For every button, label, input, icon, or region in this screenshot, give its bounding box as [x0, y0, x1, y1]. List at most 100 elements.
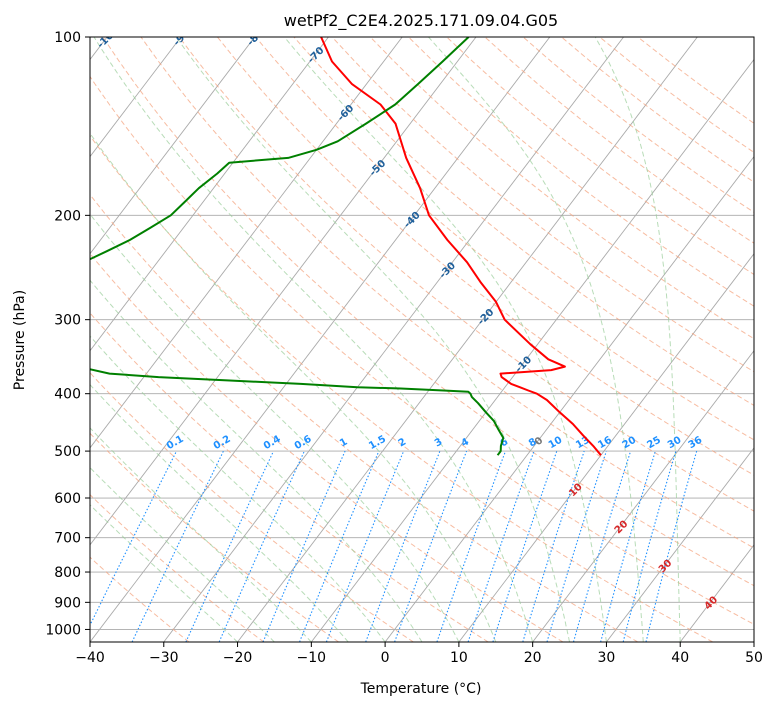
- y-tick-label: 500: [54, 444, 81, 460]
- moist-adiabat-30: [284, 37, 607, 642]
- mixing-ratio-line: [325, 450, 405, 642]
- dry-adiabat-110: [293, 37, 754, 407]
- moist-adiabat-10: [90, 213, 460, 642]
- mixing-ratio-label: 0.2: [212, 434, 233, 452]
- mixing-ratio-line: [522, 450, 585, 642]
- y-tick-label: 800: [54, 565, 81, 581]
- moist-adiabat--20: [90, 504, 238, 642]
- mixing-ratio-line: [546, 450, 607, 642]
- x-tick-label: −10: [297, 650, 327, 666]
- moist-adiabat--10: [90, 427, 312, 642]
- x-tick-label: −40: [75, 650, 105, 666]
- dry-adiabat-60: [102, 37, 754, 587]
- isotherm-10: [458, 252, 754, 642]
- y-tick-label: 100: [54, 30, 81, 46]
- y-axis-label: Pressure (hPa): [12, 290, 28, 390]
- mixing-ratio-label: 3: [433, 436, 445, 449]
- x-tick-label: 10: [450, 650, 468, 666]
- y-tick-label: 600: [54, 491, 81, 507]
- isotherm--70: [90, 37, 329, 352]
- dry-adiabat-70: [140, 37, 754, 549]
- dry-adiabat-120: [331, 37, 754, 373]
- x-axis-label: Temperature (°C): [360, 681, 482, 697]
- isotherm-20: [532, 350, 754, 642]
- dry-adiabat-20: [90, 252, 564, 642]
- moist-adiabat-25: [175, 37, 571, 642]
- moist-adiabat-0: [90, 335, 386, 642]
- dry-adiabat-0: [90, 372, 414, 642]
- isotherm-50: [753, 641, 754, 642]
- moist-adiabat--5: [90, 383, 349, 642]
- temperature-profile-line: [320, 37, 602, 456]
- mixing-ratio-line: [185, 450, 274, 642]
- y-tick-label: 400: [54, 387, 81, 403]
- isotherm-30: [606, 447, 754, 642]
- y-tick-label: 200: [54, 208, 81, 224]
- isotherm--40: [90, 37, 551, 642]
- mixing-ratio-line: [645, 450, 698, 642]
- y-tick-label: 300: [54, 313, 81, 329]
- grid-layer: [90, 37, 754, 642]
- mixing-ratio-line: [262, 450, 346, 642]
- x-tick-label: 20: [524, 650, 542, 666]
- mixing-ratio-label: 36: [687, 435, 705, 452]
- mixing-ratio-line: [436, 450, 507, 642]
- isotherm-label: -90: [172, 28, 193, 49]
- mixing-ratio-line: [218, 450, 305, 642]
- dry-adiabat--10: [90, 432, 339, 642]
- x-tick-label: 30: [598, 650, 616, 666]
- dry-adiabat-180: [561, 37, 754, 183]
- mixing-ratio-label: 0.4: [262, 434, 283, 452]
- x-tick-label: −30: [149, 650, 179, 666]
- x-tick-label: 40: [671, 650, 689, 666]
- mixing-ratio-line: [131, 450, 224, 642]
- mixing-ratio-line: [600, 450, 656, 642]
- moist-adiabat-15: [90, 132, 497, 642]
- mixing-ratio-label: 1: [338, 436, 350, 449]
- mixing-ratio-label: 2: [397, 436, 409, 449]
- y-tick-label: 700: [54, 531, 81, 547]
- mixing-ratio-line: [622, 450, 677, 642]
- mixing-ratio-label: 16: [596, 435, 614, 452]
- dry-adiabat-40: [90, 134, 713, 642]
- isotherm-label: -80: [245, 28, 266, 49]
- isotherm--20: [237, 37, 698, 642]
- mixing-ratio-label: 6: [498, 436, 510, 449]
- isotherm-label: -100: [95, 25, 121, 51]
- moist-adiabat-20: [93, 37, 534, 642]
- dry-adiabat--20: [90, 494, 265, 642]
- dry-adiabat-130: [369, 37, 754, 340]
- dry-adiabat-170: [522, 37, 754, 213]
- x-tick-label: 0: [381, 650, 390, 666]
- isotherm--80: [90, 37, 256, 255]
- chart-title: wetPf2_C2E4.2025.171.09.04.G05: [284, 11, 558, 31]
- moist-adiabat-5: [90, 279, 423, 642]
- plot-frame: [89, 36, 755, 643]
- isotherm-40: [679, 544, 754, 642]
- mixing-ratio-label: 10: [547, 435, 565, 452]
- moist-adiabat-35: [428, 37, 644, 642]
- mixing-ratio-line: [394, 450, 468, 642]
- x-tick-label: −20: [223, 650, 253, 666]
- dry-adiabat-150: [446, 37, 754, 276]
- dry-adiabat-30: [90, 193, 639, 642]
- dry-adiabat--30: [90, 556, 190, 642]
- x-tick-label: 50: [745, 650, 763, 666]
- isotherm--50: [90, 37, 477, 546]
- profile-lines: [90, 37, 602, 456]
- mixing-ratio-label: 4: [460, 436, 472, 449]
- mixing-ratio-line: [299, 450, 380, 642]
- mixing-ratio-label: 0.1: [165, 434, 186, 452]
- isotherm--30: [163, 37, 624, 642]
- isotherm--90: [90, 37, 182, 158]
- mixing-ratio-line: [492, 450, 558, 642]
- mixing-ratio-line: [365, 450, 441, 642]
- mixing-ratio-line: [467, 450, 535, 642]
- y-tick-label: 1000: [45, 622, 81, 638]
- dry-adiabat-90: [217, 37, 754, 476]
- dewpoint-profile-line: [90, 37, 505, 456]
- isotherm--60: [90, 37, 403, 449]
- axes: −40 −30 −20 −10 0 10 20 30 40 50 1000 900 800 700 600 5…: [45, 30, 763, 666]
- dry-adiabat-50: [90, 75, 754, 625]
